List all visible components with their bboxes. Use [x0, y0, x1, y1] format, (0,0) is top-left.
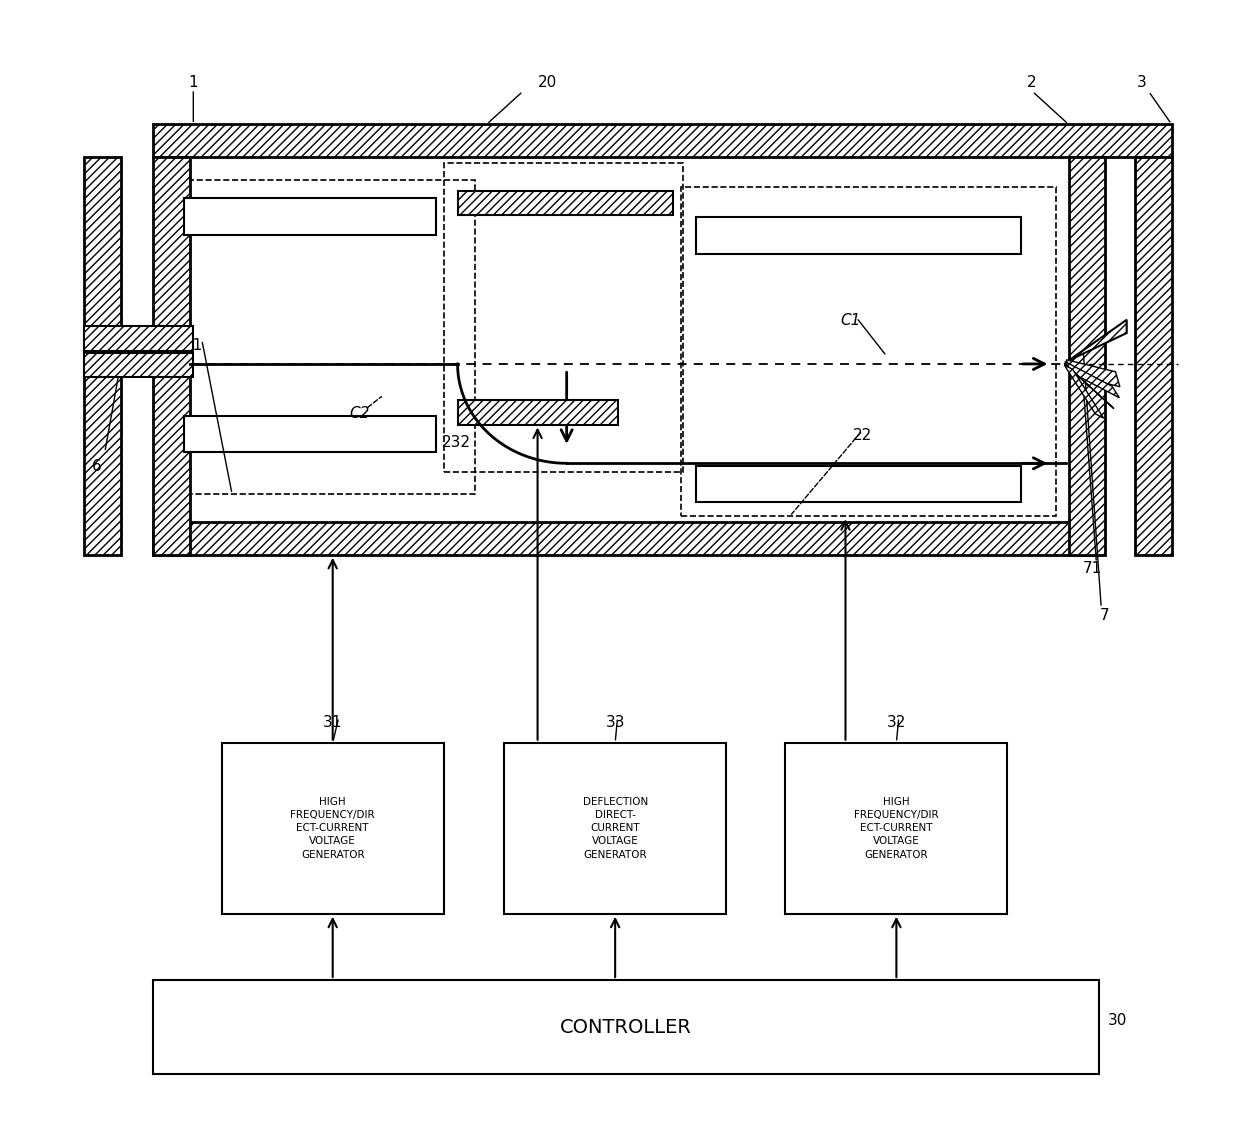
- Text: 2: 2: [1028, 75, 1037, 89]
- Text: 30: 30: [1107, 1013, 1127, 1029]
- Polygon shape: [1064, 365, 1104, 418]
- Text: CONTROLLER: CONTROLLER: [560, 1018, 692, 1037]
- Text: 6: 6: [92, 460, 102, 474]
- Text: HIGH
FREQUENCY/DIR
ECT-CURRENT
VOLTAGE
GENERATOR: HIGH FREQUENCY/DIR ECT-CURRENT VOLTAGE G…: [290, 797, 374, 859]
- Text: 32: 32: [887, 715, 906, 730]
- Bar: [1069, 157, 1105, 555]
- Text: 231: 231: [559, 203, 589, 218]
- Bar: [154, 522, 1099, 555]
- Bar: [190, 157, 1063, 522]
- Bar: [697, 465, 1022, 501]
- Bar: [84, 326, 193, 351]
- Polygon shape: [1066, 360, 1120, 387]
- Polygon shape: [1064, 363, 1114, 409]
- Bar: [184, 198, 435, 234]
- Text: 7: 7: [1100, 608, 1110, 624]
- Text: 23: 23: [486, 203, 506, 218]
- Polygon shape: [1069, 319, 1127, 361]
- Bar: [505, 743, 727, 914]
- Text: C2: C2: [350, 406, 370, 421]
- Text: C1: C1: [841, 314, 861, 328]
- Text: 20: 20: [538, 75, 557, 89]
- Bar: [154, 125, 1172, 157]
- Text: 33: 33: [605, 715, 625, 730]
- Bar: [785, 743, 1007, 914]
- Bar: [169, 180, 475, 495]
- Bar: [222, 743, 444, 914]
- Bar: [184, 415, 435, 453]
- Text: 1: 1: [188, 75, 198, 89]
- Text: 31: 31: [322, 715, 342, 730]
- Text: DEFLECTION
DIRECT-
CURRENT
VOLTAGE
GENERATOR: DEFLECTION DIRECT- CURRENT VOLTAGE GENER…: [583, 797, 647, 859]
- Text: 3: 3: [1136, 75, 1146, 89]
- Bar: [1135, 157, 1172, 555]
- Bar: [681, 187, 1056, 516]
- Text: 22: 22: [853, 428, 872, 444]
- Bar: [458, 190, 673, 215]
- Polygon shape: [1065, 361, 1120, 397]
- Bar: [84, 157, 120, 555]
- Text: 232: 232: [441, 435, 471, 449]
- Text: HIGH
FREQUENCY/DIR
ECT-CURRENT
VOLTAGE
GENERATOR: HIGH FREQUENCY/DIR ECT-CURRENT VOLTAGE G…: [854, 797, 939, 859]
- Text: 21: 21: [184, 337, 203, 353]
- Bar: [154, 157, 190, 555]
- Text: 71: 71: [1084, 560, 1102, 576]
- Bar: [84, 353, 193, 377]
- Bar: [697, 217, 1022, 254]
- Bar: [154, 980, 1099, 1074]
- Bar: [444, 163, 683, 472]
- Bar: [458, 401, 618, 424]
